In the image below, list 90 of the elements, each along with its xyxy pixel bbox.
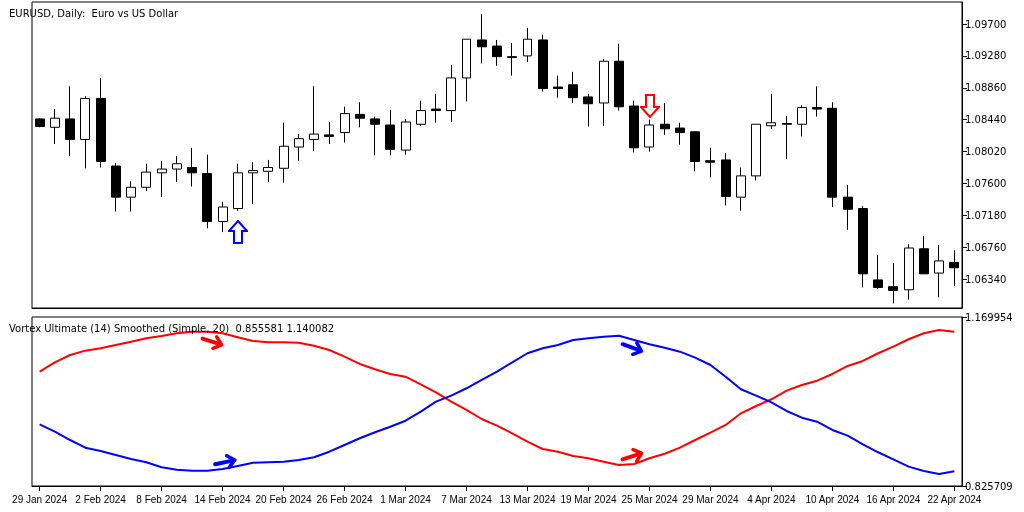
candlestick	[202, 154, 212, 229]
candlestick	[812, 85, 822, 118]
candlestick	[843, 184, 853, 231]
candlestick	[157, 160, 167, 198]
candlestick	[65, 85, 75, 157]
candlestick	[888, 262, 898, 304]
x-tick-label: 8 Feb 2024	[136, 493, 188, 505]
candlestick	[736, 167, 746, 212]
y-tick-label: 1.09280	[965, 50, 1007, 62]
candlestick	[660, 102, 670, 136]
x-tick-label: 4 Apr 2024	[747, 493, 797, 505]
candlestick	[462, 38, 471, 102]
candlestick	[340, 106, 350, 143]
x-tick-label: 26 Feb 2024	[316, 493, 374, 505]
candlestick	[523, 27, 532, 63]
candlestick	[248, 161, 258, 205]
candlestick	[324, 121, 334, 145]
candlestick	[80, 95, 90, 169]
x-tick-label: 10 Apr 2024	[805, 493, 860, 505]
y-tick-label: 1.06340	[965, 273, 1007, 285]
candlestick	[675, 122, 685, 146]
y-tick-label: 1.08020	[965, 146, 1007, 158]
candlestick	[263, 159, 273, 183]
candlestick	[583, 93, 593, 128]
candlestick	[858, 205, 868, 288]
y-tick-label: 1.06760	[965, 241, 1007, 253]
candlestick	[218, 201, 228, 233]
x-tick-label: 16 Apr 2024	[866, 493, 921, 505]
y-tick-label: 0.825709	[965, 480, 1013, 492]
x-tick-label: 1 Mar 2024	[380, 493, 432, 505]
x-tick-label: 22 Apr 2024	[927, 493, 982, 505]
candlestick	[644, 119, 654, 153]
candlestick	[187, 147, 197, 188]
candlestick	[507, 42, 517, 77]
x-tick-label: 19 Mar 2024	[560, 493, 617, 505]
candlestick	[35, 117, 45, 128]
x-tick-label: 20 Feb 2024	[255, 493, 313, 505]
candlestick	[233, 163, 243, 212]
candlestick	[599, 58, 609, 127]
candlestick	[416, 100, 426, 127]
candlestick	[797, 104, 807, 137]
candlestick	[431, 93, 441, 124]
x-tick-label: 25 Mar 2024	[621, 493, 678, 505]
candlestick	[111, 162, 121, 213]
candlestick	[751, 123, 761, 181]
x-tick-label: 2 Feb 2024	[75, 493, 127, 505]
candlestick	[690, 131, 700, 172]
candlestick	[568, 71, 578, 104]
text: EURUSD, Daily: Euro vs US Dollar	[9, 7, 180, 19]
candlestick	[294, 133, 304, 162]
candlestick	[553, 75, 563, 99]
candlestick	[721, 152, 731, 206]
x-tick-label: 13 Mar 2024	[499, 493, 556, 505]
x-tick-label: 14 Feb 2024	[194, 493, 252, 505]
y-tick-label: 1.07180	[965, 209, 1007, 221]
candlestick	[370, 116, 380, 156]
candlestick	[705, 147, 715, 178]
candlestick	[949, 249, 959, 287]
text: Vortex Ultimate (14) Smoothed (Simple, 20) 0.855581 1.140082	[9, 322, 335, 334]
candlestick	[538, 34, 548, 93]
x-tick-label: 7 Mar 2024	[441, 493, 493, 505]
candlestick	[172, 155, 182, 183]
y-tick-label: 1.169954	[965, 311, 1013, 323]
candlestick	[766, 93, 776, 130]
y-tick-label: 1.08860	[965, 82, 1007, 94]
candlestick	[50, 108, 60, 145]
candlestick	[492, 39, 502, 67]
candlestick	[919, 235, 929, 275]
candlestick	[401, 118, 411, 156]
candlestick	[446, 64, 456, 123]
candlestick	[385, 109, 395, 156]
y-tick-label: 1.07600	[965, 177, 1007, 189]
candlestick	[96, 77, 106, 169]
candlestick	[355, 101, 365, 128]
y-tick-label: 1.08440	[965, 114, 1007, 126]
x-tick-label: 29 Jan 2024	[12, 493, 68, 505]
y-tick-label: 1.09700	[965, 18, 1007, 30]
candlestick	[934, 244, 944, 298]
candlestick	[873, 254, 883, 290]
candlestick	[614, 43, 624, 112]
candlestick	[126, 180, 136, 213]
candlestick	[279, 122, 289, 184]
candlestick	[827, 101, 837, 208]
candlestick	[141, 163, 151, 192]
candlestick	[309, 85, 319, 152]
candlestick	[477, 13, 487, 64]
candlestick	[782, 115, 792, 160]
x-tick-label: 29 Mar 2024	[682, 493, 739, 505]
candlestick	[629, 100, 639, 153]
candlestick	[904, 243, 914, 301]
